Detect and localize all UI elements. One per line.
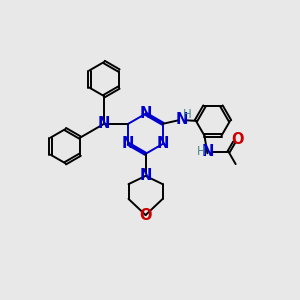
Text: O: O (232, 132, 244, 147)
Text: N: N (140, 168, 152, 183)
Text: N: N (122, 136, 134, 151)
Text: N: N (140, 106, 152, 121)
Text: N: N (98, 116, 110, 131)
Text: O: O (139, 208, 152, 223)
Text: H: H (183, 108, 192, 121)
Text: N: N (201, 144, 214, 159)
Text: N: N (176, 112, 188, 127)
Text: N: N (157, 136, 169, 151)
Text: H: H (196, 145, 205, 158)
